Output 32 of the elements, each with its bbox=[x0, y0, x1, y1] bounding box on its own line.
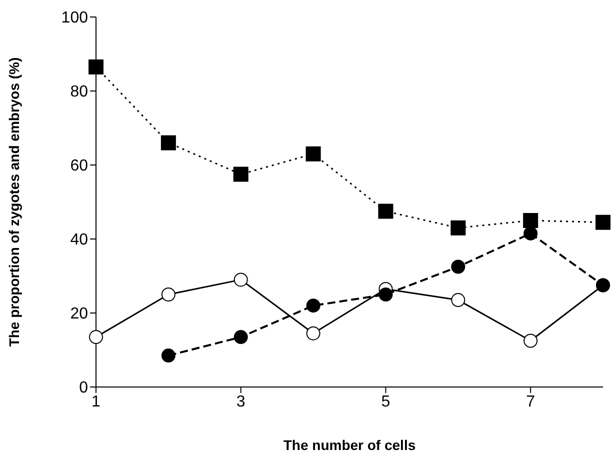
x-tick-label: 7 bbox=[526, 393, 536, 410]
point bbox=[450, 220, 466, 236]
point bbox=[451, 260, 466, 274]
x-tick-label: 1 bbox=[92, 393, 101, 410]
y-axis-title: The proportion of zygotes and embryos (%) bbox=[6, 57, 22, 347]
point bbox=[89, 330, 103, 344]
y-tick-label: 80 bbox=[70, 84, 88, 101]
y-tick-label: 100 bbox=[61, 10, 88, 27]
point bbox=[306, 326, 320, 340]
x-axis-title: The number of cells bbox=[283, 437, 416, 453]
point bbox=[523, 213, 538, 228]
x-tick-label: 3 bbox=[236, 393, 246, 410]
point bbox=[306, 298, 320, 313]
y-tick-label: 20 bbox=[70, 306, 88, 323]
point bbox=[596, 214, 610, 230]
point bbox=[451, 293, 466, 308]
point bbox=[378, 288, 393, 302]
point bbox=[88, 59, 104, 74]
point bbox=[234, 330, 248, 344]
point bbox=[524, 334, 538, 348]
x-tick-label: 5 bbox=[381, 393, 390, 410]
point bbox=[161, 288, 176, 302]
point bbox=[233, 166, 248, 182]
point bbox=[160, 135, 176, 150]
y-tick-label: 40 bbox=[70, 232, 88, 249]
y-tick-label: 0 bbox=[79, 380, 88, 397]
point bbox=[161, 348, 176, 363]
y-tick-label: 60 bbox=[70, 158, 88, 175]
point bbox=[234, 272, 248, 287]
point bbox=[306, 146, 321, 162]
point bbox=[378, 204, 394, 219]
point bbox=[524, 226, 538, 240]
